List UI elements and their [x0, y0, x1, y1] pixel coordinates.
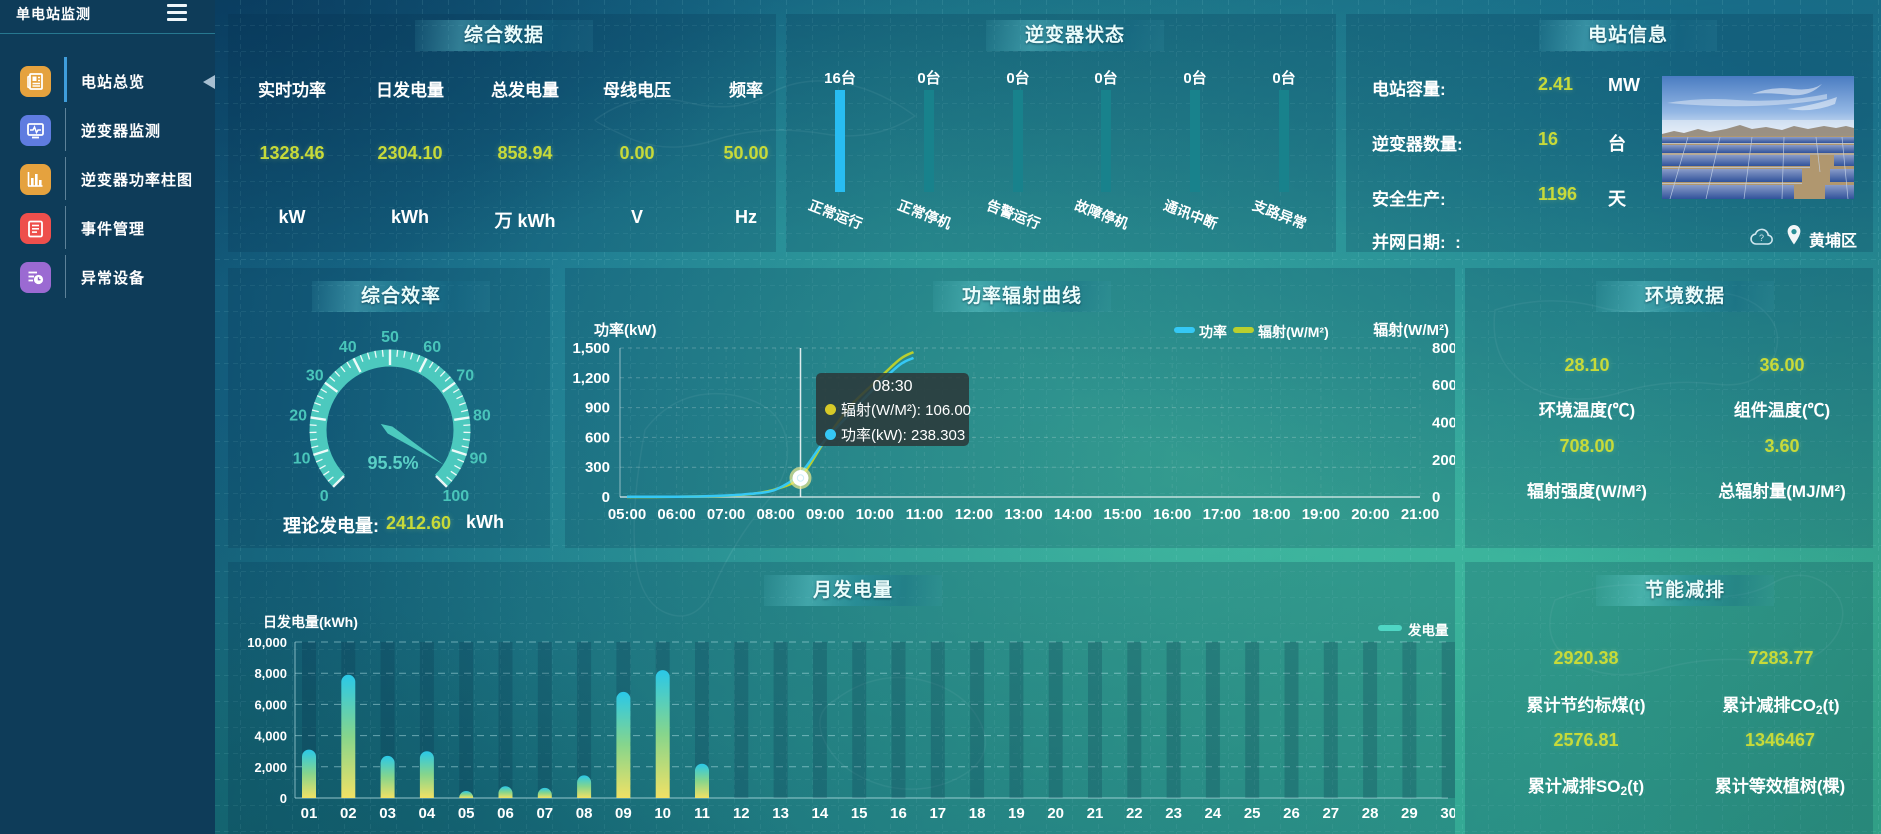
svg-text:17: 17 — [929, 805, 946, 822]
svg-text:11: 11 — [694, 805, 710, 822]
svg-text:22: 22 — [1126, 805, 1143, 822]
svg-text:60: 60 — [423, 339, 441, 356]
svg-text:17:00: 17:00 — [1203, 506, 1241, 523]
svg-text:20:00: 20:00 — [1351, 506, 1389, 523]
svg-text:10:00: 10:00 — [856, 506, 894, 523]
svg-text:300: 300 — [585, 459, 610, 476]
svg-text:19:00: 19:00 — [1302, 506, 1340, 523]
svg-text:90: 90 — [470, 451, 488, 468]
svg-text:08: 08 — [576, 805, 593, 822]
svg-text:29: 29 — [1401, 805, 1418, 822]
svg-text:06:00: 06:00 — [657, 506, 695, 523]
svg-text:20: 20 — [1047, 805, 1064, 822]
svg-text:0: 0 — [1432, 489, 1440, 506]
svg-text:28: 28 — [1362, 805, 1379, 822]
svg-text:15:00: 15:00 — [1103, 506, 1141, 523]
svg-text:18: 18 — [969, 805, 986, 822]
svg-text:26: 26 — [1283, 805, 1300, 822]
svg-text:600: 600 — [585, 429, 610, 446]
svg-text:20: 20 — [289, 408, 307, 425]
svg-text:27: 27 — [1322, 805, 1339, 822]
svg-text:08:00: 08:00 — [757, 506, 795, 523]
svg-text:0: 0 — [602, 489, 610, 506]
svg-text:1,200: 1,200 — [572, 370, 610, 387]
svg-text:6,000: 6,000 — [254, 697, 287, 712]
svg-text:400: 400 — [1432, 415, 1455, 432]
svg-text:12:00: 12:00 — [955, 506, 993, 523]
svg-text:14:00: 14:00 — [1054, 506, 1092, 523]
svg-text:?: ? — [1759, 233, 1764, 243]
svg-text:16: 16 — [890, 805, 907, 822]
svg-text:900: 900 — [585, 400, 610, 417]
svg-text:16:00: 16:00 — [1153, 506, 1191, 523]
svg-text:01: 01 — [301, 805, 318, 822]
svg-text:2,000: 2,000 — [254, 760, 287, 775]
svg-text:09: 09 — [615, 805, 632, 822]
svg-text:02: 02 — [340, 805, 357, 822]
svg-text:21:00: 21:00 — [1401, 506, 1439, 523]
svg-text:0: 0 — [320, 488, 329, 505]
svg-text:4,000: 4,000 — [254, 729, 287, 744]
svg-text:09:00: 09:00 — [806, 506, 844, 523]
svg-text:24: 24 — [1205, 805, 1222, 822]
svg-text:18:00: 18:00 — [1252, 506, 1290, 523]
svg-text:30: 30 — [306, 367, 324, 384]
svg-text:11:00: 11:00 — [906, 506, 944, 523]
svg-text:13:00: 13:00 — [1004, 506, 1042, 523]
svg-text:800: 800 — [1432, 340, 1455, 357]
svg-text:10: 10 — [293, 451, 311, 468]
svg-text:23: 23 — [1165, 805, 1182, 822]
svg-text:600: 600 — [1432, 377, 1455, 394]
svg-text:13: 13 — [772, 805, 789, 822]
svg-text:200: 200 — [1432, 452, 1455, 469]
svg-text:05: 05 — [458, 805, 475, 822]
svg-text:19: 19 — [1008, 805, 1025, 822]
svg-text:10,000: 10,000 — [247, 635, 287, 650]
svg-text:07: 07 — [536, 805, 553, 822]
svg-text:21: 21 — [1087, 805, 1104, 822]
svg-text:05:00: 05:00 — [608, 506, 646, 523]
svg-text:03: 03 — [379, 805, 396, 822]
svg-text:100: 100 — [442, 488, 469, 505]
svg-text:12: 12 — [733, 805, 750, 822]
svg-text:50: 50 — [381, 329, 399, 346]
svg-text:10: 10 — [654, 805, 671, 822]
svg-text:8,000: 8,000 — [254, 666, 287, 681]
svg-text:14: 14 — [812, 805, 829, 822]
svg-text:0: 0 — [280, 791, 287, 806]
svg-text:15: 15 — [851, 805, 868, 822]
svg-text:30: 30 — [1440, 805, 1455, 822]
svg-text:1,500: 1,500 — [572, 340, 610, 357]
svg-text:80: 80 — [473, 408, 491, 425]
svg-text:70: 70 — [456, 367, 474, 384]
svg-text:40: 40 — [339, 339, 357, 356]
svg-text:06: 06 — [497, 805, 514, 822]
svg-text:04: 04 — [419, 805, 436, 822]
svg-text:07:00: 07:00 — [707, 506, 745, 523]
svg-text:25: 25 — [1244, 805, 1261, 822]
